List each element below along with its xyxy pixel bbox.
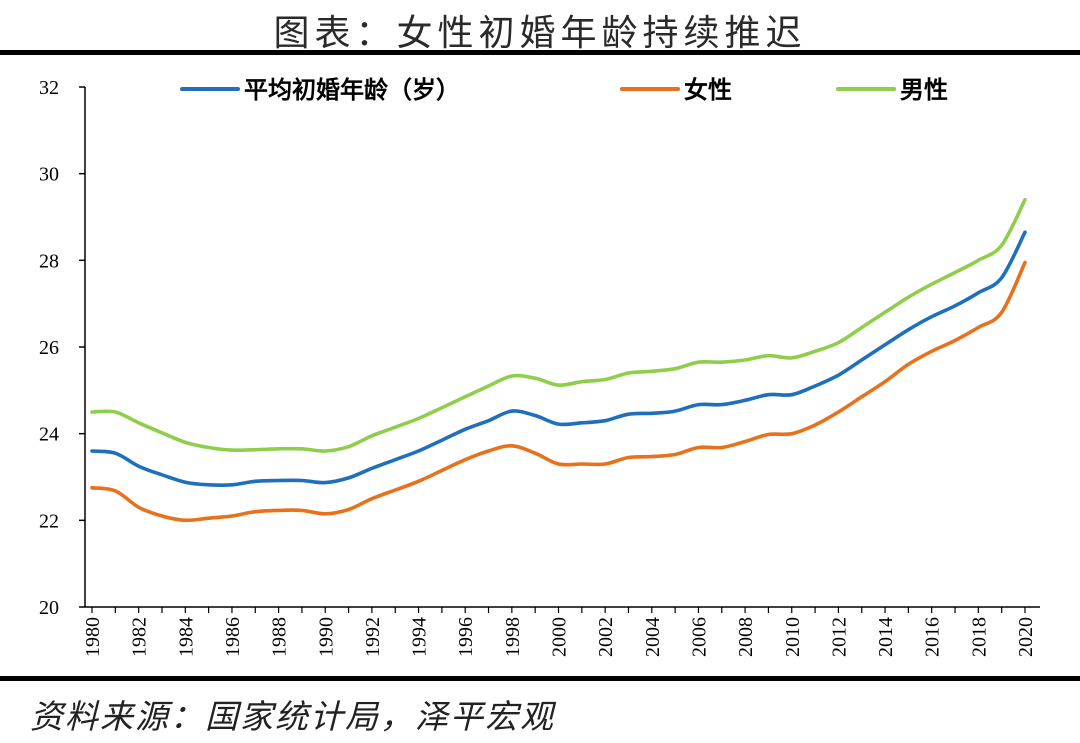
x-tick-label: 1990 (315, 617, 337, 657)
legend-label: 平均初婚年龄（岁） (244, 76, 460, 104)
legend-label: 女性 (684, 76, 732, 104)
legend-item-female: 女性 (620, 76, 732, 104)
legend-item-average: 平均初婚年龄（岁） (180, 76, 460, 104)
x-tick-label: 2008 (735, 617, 757, 657)
y-tick-label: 20 (39, 597, 59, 619)
x-tick-label: 1998 (502, 617, 524, 657)
x-tick-label: 1996 (455, 617, 477, 657)
x-tick-label: 1980 (82, 617, 104, 657)
x-tick-label: 2012 (828, 617, 850, 657)
x-tick-label: 2016 (922, 617, 944, 657)
legend-label: 男性 (900, 76, 948, 104)
x-tick-label: 1984 (175, 617, 197, 657)
x-tick-label: 2000 (549, 617, 571, 657)
chart-legend: 平均初婚年龄（岁） 女性 男性 (180, 76, 948, 104)
y-tick-label: 30 (39, 164, 59, 186)
legend-item-male: 男性 (836, 76, 948, 104)
average-age-line (90, 230, 1027, 487)
y-axis-tick-labels: 20 22 24 26 28 30 32 (39, 77, 59, 619)
x-tick-label: 2014 (875, 617, 897, 657)
y-tick-label: 28 (39, 250, 59, 272)
y-tick-label: 32 (39, 77, 59, 99)
chart-axes (79, 86, 1040, 613)
x-tick-label: 1992 (362, 617, 384, 657)
female-line (90, 260, 1027, 523)
y-tick-label: 22 (39, 510, 59, 532)
x-axis-tick-labels: 1980 1982 1984 1986 1988 1990 1992 1994 1996 1998… (82, 617, 1037, 657)
x-tick-label: 2018 (968, 617, 990, 657)
x-tick-label: 2010 (782, 617, 804, 657)
x-tick-label: 2004 (642, 617, 664, 657)
x-tick-label: 1986 (222, 617, 244, 657)
x-tick-label: 1982 (129, 617, 151, 657)
x-tick-label: 2002 (595, 617, 617, 657)
x-tick-label: 2020 (1015, 617, 1037, 657)
title-divider (0, 50, 1080, 55)
male-line (90, 197, 1027, 453)
x-tick-label: 2006 (688, 617, 710, 657)
x-tick-label: 1994 (409, 617, 431, 657)
page-title: 图表：女性初婚年龄持续推迟 (273, 13, 807, 54)
y-tick-label: 26 (39, 337, 59, 359)
source-note: 资料来源：国家统计局，泽平宏观 (30, 697, 555, 736)
y-tick-label: 24 (39, 424, 59, 446)
source-divider (0, 676, 1080, 681)
x-tick-label: 1988 (269, 617, 291, 657)
series-lines (90, 197, 1027, 523)
